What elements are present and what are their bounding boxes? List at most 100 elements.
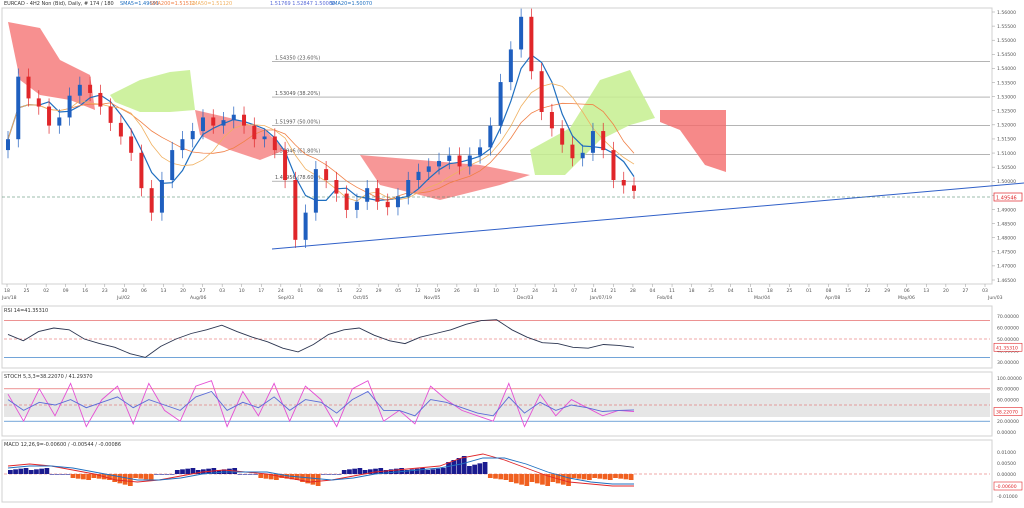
panel-current-label: 38.22070 — [996, 409, 1018, 415]
macd-line — [7, 453, 634, 487]
main-y-axis: 1.56000 1.55500 1.55000 1.54500 1.54000 1.535… — [992, 10, 1016, 284]
panel-tick-label: 50.00000 — [997, 337, 1019, 343]
x-month-label: Sep/03 — [278, 295, 294, 301]
macd-hist-bar — [414, 468, 420, 474]
macd-hist-bar — [404, 470, 410, 474]
macd-hist-bar — [148, 474, 154, 480]
macd-hist-bar — [247, 474, 253, 475]
ichimoku-cloud — [8, 22, 726, 200]
y-tick-label: 1.47500 — [997, 250, 1016, 256]
candle-body — [242, 114, 247, 126]
macd-tick-label: 0.00000 — [997, 472, 1016, 478]
macd-hist-bar — [362, 470, 368, 474]
macd-hist-bar — [8, 470, 13, 474]
macd-hist-bar — [54, 474, 60, 475]
x-day-label: 29 — [884, 288, 890, 294]
macd-hist-bar — [514, 474, 519, 484]
macd-hist-bar — [425, 470, 431, 474]
y-tick-label: 1.46500 — [997, 278, 1016, 284]
trend-line[interactable] — [271, 182, 1024, 250]
macd-hist-bar — [508, 474, 514, 482]
macd-hist-bar — [602, 474, 608, 480]
x-day-label: 08 — [317, 288, 323, 294]
stoch-k-line — [7, 380, 635, 428]
macd-hist-bar — [394, 468, 399, 474]
macd-tick-label: 0.00500 — [997, 461, 1016, 467]
candle-body — [200, 117, 205, 132]
macd-hist-bar — [503, 474, 509, 480]
x-day-label: 08 — [826, 288, 832, 294]
y-tick-label: 1.49000 — [997, 207, 1016, 213]
macd-hist-bar — [566, 474, 571, 486]
macd-hist-bar — [159, 474, 164, 475]
sma2-label: SMA200=1.51511 — [150, 1, 195, 7]
x-day-label: 14 — [591, 288, 597, 294]
y-tick-label: 1.50500 — [997, 165, 1016, 171]
panel-tick-label: 30.00000 — [997, 360, 1019, 366]
macd-hist-bar — [628, 474, 634, 480]
fib-label: 1.49956 (78.60%) — [275, 175, 320, 181]
macd-hist-bar — [430, 469, 436, 474]
candle-body — [426, 166, 431, 172]
macd-hist-bar — [571, 474, 577, 478]
candle-body — [488, 125, 493, 148]
macd-hist-bar — [237, 474, 243, 475]
macd-hist-bar — [185, 468, 191, 474]
fib-label: 1.50946 (61.80%) — [275, 148, 320, 154]
macd-hist-bar — [253, 474, 258, 475]
x-month-label: Jan/07/19 — [589, 295, 612, 301]
candle-body — [149, 188, 154, 213]
y-tick-label: 1.48000 — [997, 235, 1016, 241]
x-day-label: 16 — [82, 288, 88, 294]
y-tick-label: 1.52500 — [997, 109, 1016, 115]
macd-panel: 0.010000.005000.00000-0.00500-0.01000-0.… — [4, 450, 1023, 500]
macd-hist-bar — [274, 474, 279, 480]
x-day-label: 01 — [806, 288, 812, 294]
rsi-line — [7, 319, 635, 358]
macd-hist-bar — [39, 468, 45, 474]
candle-body — [365, 188, 370, 202]
candle-body — [26, 76, 31, 99]
candle-body — [108, 106, 113, 123]
macd-hist-bar — [435, 468, 441, 474]
macd-hist-bar — [352, 468, 358, 474]
y-tick-label: 1.53000 — [997, 94, 1016, 100]
fib-label: 1.51997 (50.00%) — [275, 120, 320, 126]
x-month-label: Aug/06 — [190, 295, 206, 301]
macd-hist-bar — [498, 474, 504, 480]
kumo-bear — [360, 155, 530, 200]
rsi-panel-frame — [1, 305, 993, 369]
macd-hist-bar — [613, 474, 618, 478]
symbol-label: EURCAD - 4H2 Non (Bid), Daily, # 174 / 1… — [4, 1, 114, 7]
candle-body — [283, 150, 288, 180]
x-month-label: Oct/05 — [353, 295, 368, 301]
macd-hist-bar — [195, 470, 201, 474]
macd-hist-bar — [305, 474, 311, 484]
candle-body — [118, 122, 123, 137]
macd-hist-bar — [13, 469, 18, 474]
panel-tick-label: 80.00000 — [997, 387, 1019, 393]
macd-hist-bar — [44, 468, 50, 474]
x-day-label: 18 — [767, 288, 773, 294]
macd-hist-bar — [91, 474, 97, 478]
candle-body — [159, 180, 164, 213]
panel-tick-label: 70.00000 — [997, 314, 1019, 320]
panel-tick-label: 0.00000 — [997, 430, 1016, 436]
kumo-bull — [530, 70, 655, 175]
macd-hist-bar — [446, 462, 451, 474]
candle-body — [272, 136, 277, 151]
macd-hist-bar — [409, 469, 415, 474]
x-day-label: 22 — [356, 288, 362, 294]
macd-hist-bar — [420, 468, 425, 474]
x-day-label: 27 — [963, 288, 969, 294]
current-price-label: 1.49546 — [996, 196, 1017, 202]
macd-hist-bar — [34, 469, 39, 474]
x-day-label: 07 — [571, 288, 577, 294]
candle-body — [549, 112, 554, 129]
macd-hist-bar — [263, 474, 269, 479]
candle-body — [170, 150, 175, 180]
macd-hist-bar — [461, 456, 467, 474]
kumo-bear — [8, 22, 95, 110]
